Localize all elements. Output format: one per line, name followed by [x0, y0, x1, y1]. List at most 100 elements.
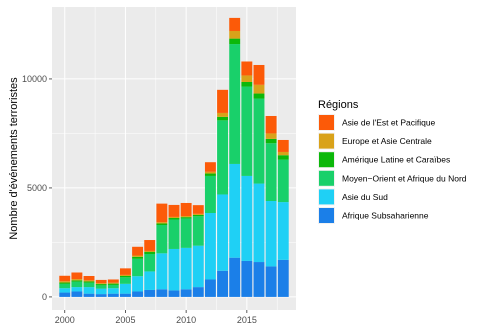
bar-segment [71, 272, 83, 280]
bar-segment [144, 253, 156, 272]
bar-segment [180, 247, 192, 290]
y-tick-label: 10000 [22, 74, 47, 84]
bar-segment [277, 155, 289, 160]
bar-segment [107, 288, 119, 294]
bar-segment [168, 218, 180, 220]
bar-segment [132, 258, 144, 277]
bar-segment [119, 268, 131, 275]
bar-segment [241, 260, 253, 297]
bar-segment [168, 248, 180, 291]
legend-label: Amérique Latine et Caraïbes [342, 155, 450, 165]
bar-segment [144, 252, 156, 254]
bar-segment [83, 282, 95, 288]
bar-segment [59, 288, 71, 293]
bar-segment [253, 183, 265, 263]
bar-segment [83, 280, 95, 282]
bar-segment [71, 281, 83, 288]
bar-segment [229, 38, 241, 45]
bar-segment [277, 259, 289, 297]
bar-segment [277, 159, 289, 203]
bar-segment [241, 86, 253, 176]
legend-label: Asie de l'Est et Pacifique [342, 118, 436, 128]
bar-segment [168, 204, 180, 217]
bar-segment [265, 143, 277, 202]
bar-segment [156, 289, 168, 297]
bar-segment [241, 81, 253, 87]
x-tick-label: 2010 [176, 315, 196, 325]
legend-swatch [319, 115, 334, 130]
bar-segment [192, 245, 204, 288]
bar-segment [119, 274, 131, 276]
bar-segment [132, 246, 144, 256]
bar-segment [95, 284, 107, 286]
bar-segment [217, 112, 229, 117]
bar-segment [253, 93, 265, 99]
bar-segment [229, 163, 241, 258]
bar-segment [217, 89, 229, 113]
bar-segment [265, 201, 277, 267]
bar-segment [265, 138, 277, 144]
y-axis-title: Nombre d'événements terroristes [8, 77, 20, 240]
bar-segment [107, 279, 119, 283]
bar-segment [180, 202, 192, 217]
bar-segment [265, 115, 277, 134]
bar-segment [253, 84, 265, 94]
legend-swatch [319, 170, 334, 186]
bar-segment [144, 240, 156, 251]
bar-segment [253, 64, 265, 85]
bar-segment [144, 289, 156, 297]
bar-segment [71, 279, 83, 281]
bar-segment [217, 116, 229, 121]
bar-segment [180, 216, 192, 218]
bar-segment [192, 214, 204, 217]
bar-segment [204, 162, 216, 172]
bar-segment [156, 224, 168, 254]
x-tick-label: 2015 [237, 315, 257, 325]
bar-segment [265, 133, 277, 139]
legend: Régions Asie de l'Est et Pacifique Europe… [318, 99, 467, 224]
bar-segment [132, 256, 144, 259]
bar-segment [95, 288, 107, 295]
legend-swatch [319, 189, 334, 205]
bar-segment [229, 44, 241, 164]
bar-segment [277, 151, 289, 156]
legend-label: Afrique Subsaharienne [342, 211, 429, 221]
bar-segment [71, 280, 83, 282]
y-tick-label: 5000 [27, 183, 47, 193]
bar-segment [59, 275, 71, 282]
bar-segment [241, 175, 253, 261]
bar-segment [132, 255, 144, 257]
bar-segment [83, 275, 95, 281]
bar-segment [204, 212, 216, 280]
legend-title: Régions [318, 99, 359, 111]
legend-swatch [319, 133, 334, 149]
bar-segment [229, 257, 241, 297]
bar-segment [156, 203, 168, 223]
bar-segment [217, 270, 229, 297]
bar-segment [132, 276, 144, 292]
bar-segment [192, 205, 204, 214]
bar-segment [217, 120, 229, 195]
bar-segment [229, 17, 241, 31]
bar-segment [144, 250, 156, 253]
x-tick-label: 2000 [55, 315, 75, 325]
bar-segment [95, 283, 107, 285]
bar-segment [95, 285, 107, 289]
bar-segment [180, 289, 192, 297]
bar-segment [59, 283, 71, 289]
bar-segment [229, 30, 241, 39]
bar-segment [180, 218, 192, 248]
legend-swatch [319, 208, 334, 223]
legend-swatch [319, 152, 334, 168]
bar-segment [59, 282, 71, 284]
bars [59, 17, 289, 297]
bar-segment [119, 283, 131, 294]
bar-segment [132, 291, 144, 297]
bar-segment [204, 279, 216, 297]
bar-segment [156, 223, 168, 225]
bar-segment [71, 287, 83, 292]
bar-segment [253, 98, 265, 184]
y-axis: 0 5000 10000 [22, 74, 52, 302]
bar-segment [192, 287, 204, 297]
